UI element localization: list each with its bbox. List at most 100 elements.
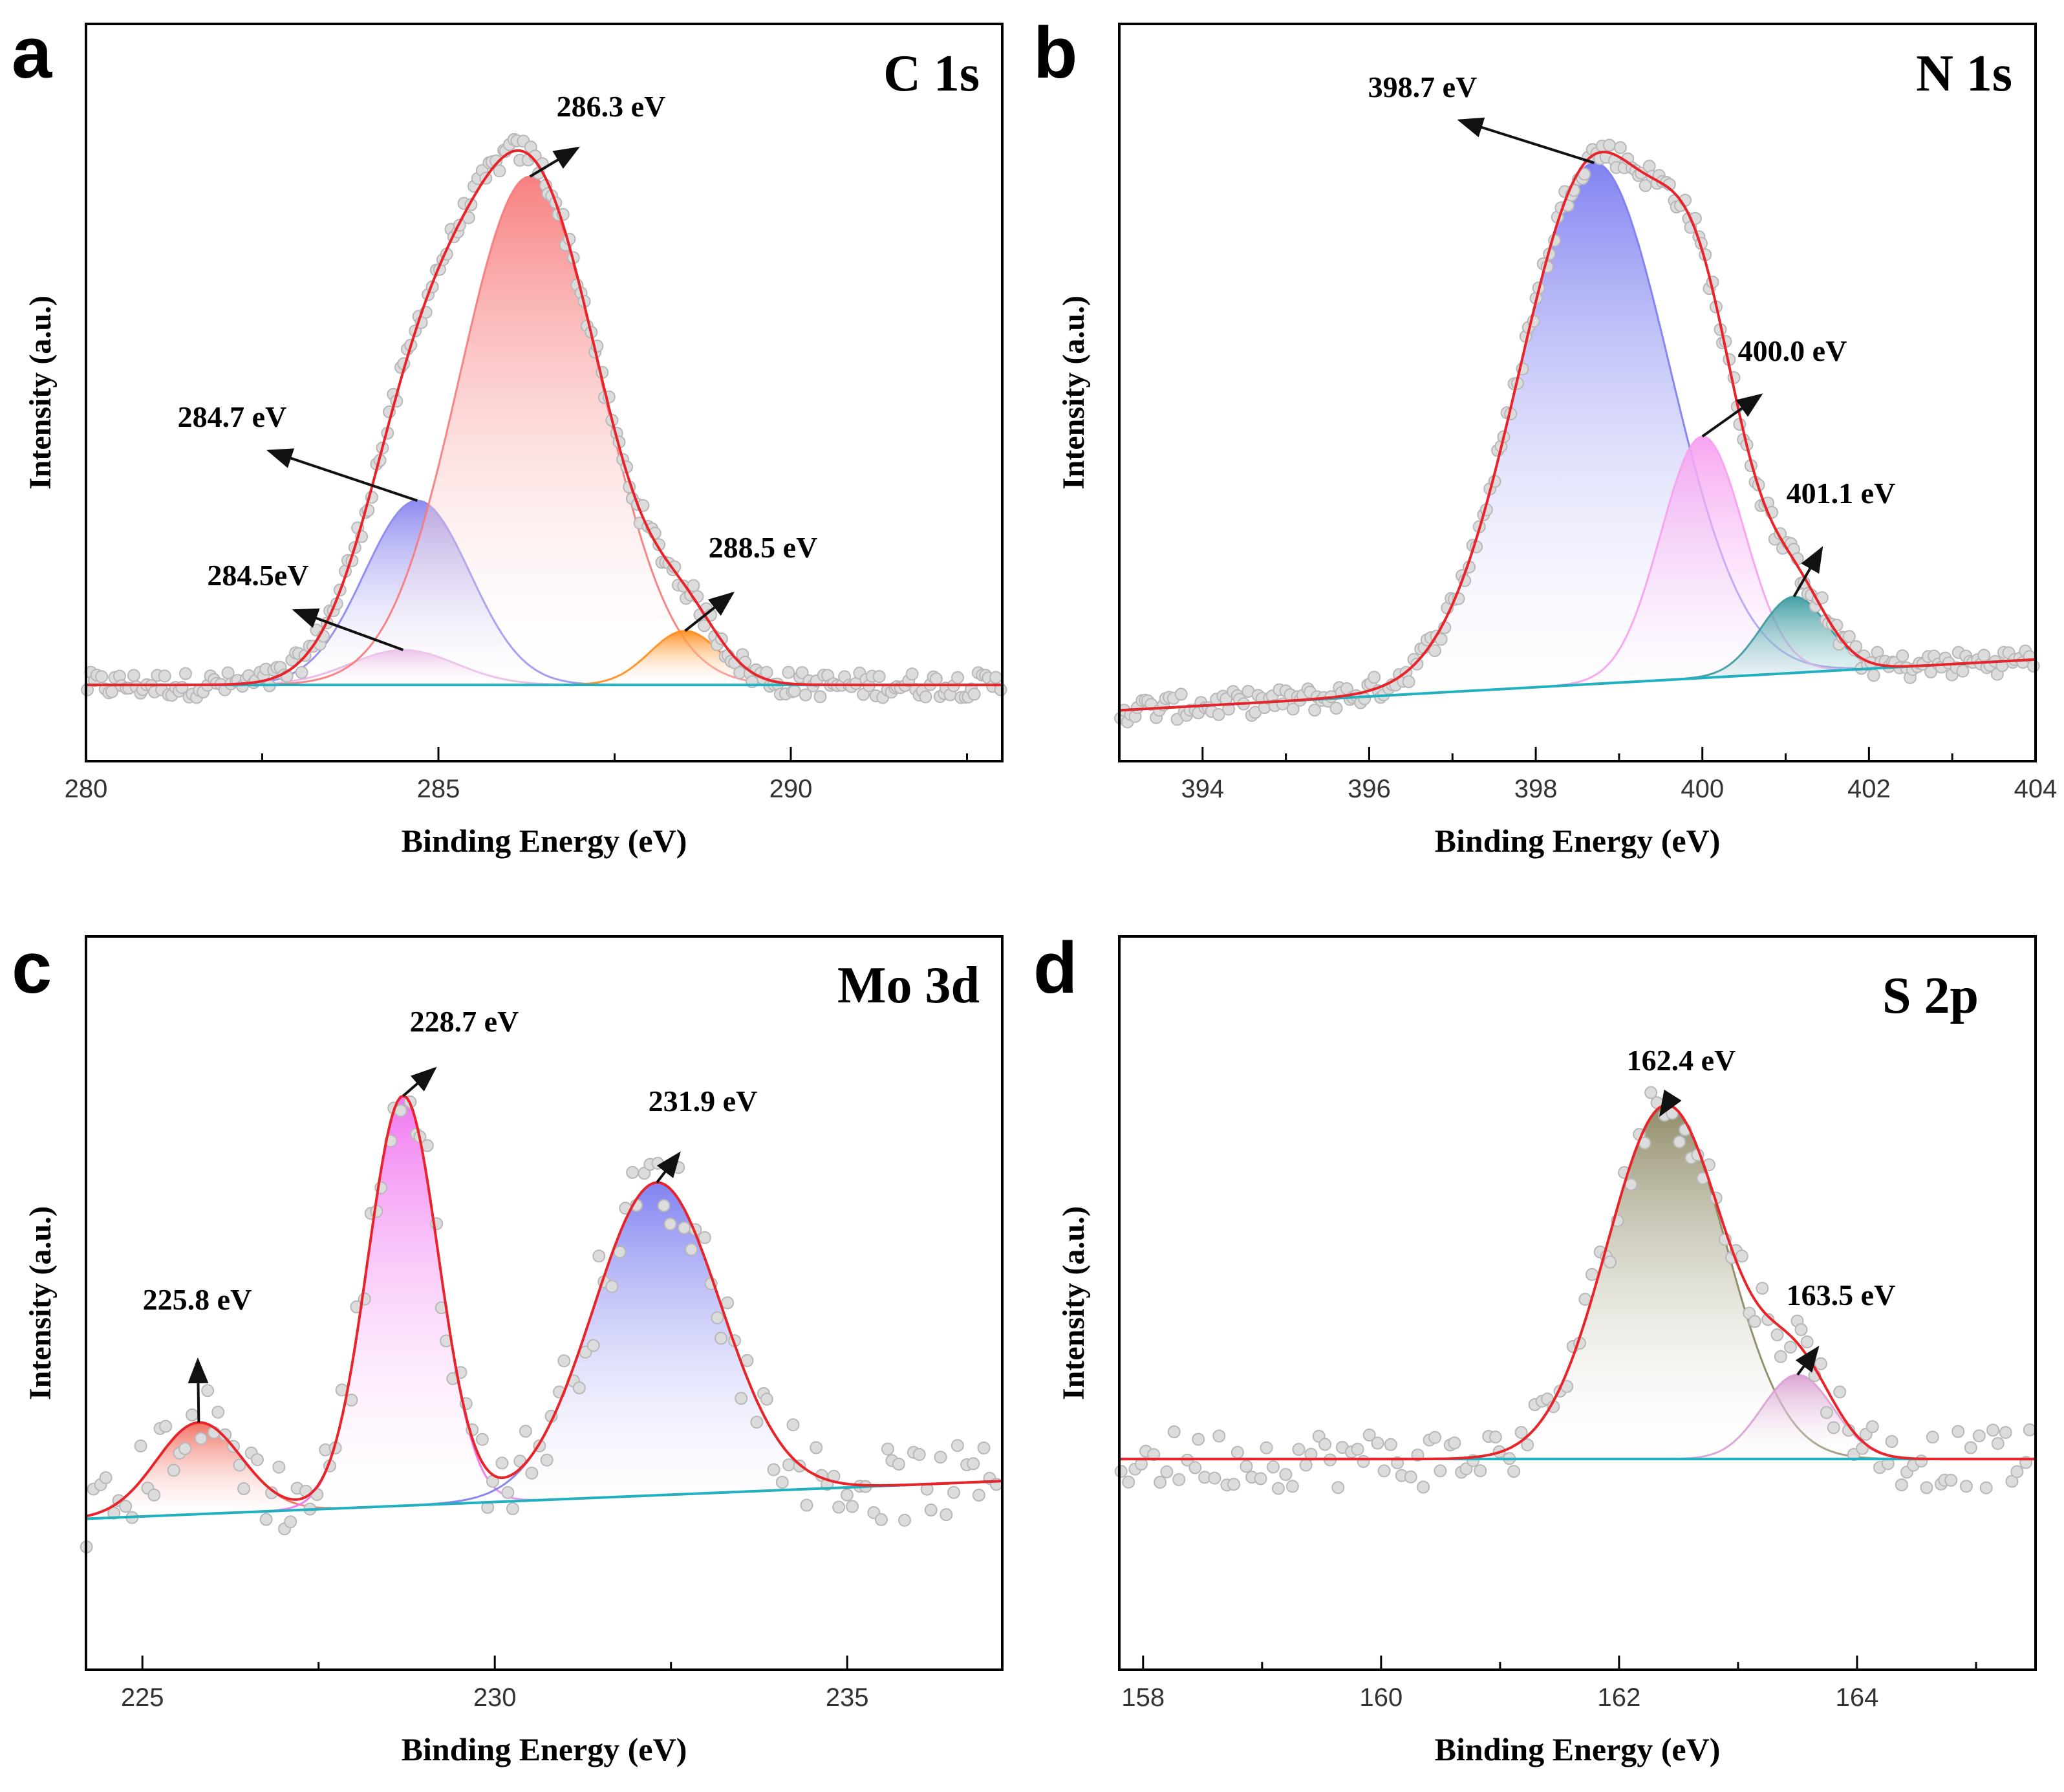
raw-point-d-26 bbox=[1285, 1480, 1299, 1493]
raw-point-c-4 bbox=[107, 1506, 121, 1520]
raw-point-d-60 bbox=[1507, 1465, 1521, 1478]
annotation-arrow-b-1 bbox=[1701, 393, 1763, 438]
raw-point-a-193 bbox=[760, 665, 773, 679]
annotation-d-1: 163.5 eV bbox=[1787, 1279, 1896, 1312]
raw-point-c-132 bbox=[947, 1485, 960, 1499]
raw-point-d-99 bbox=[1761, 1313, 1775, 1326]
raw-point-c-107 bbox=[782, 1458, 795, 1472]
panel-title-d: S 2p bbox=[1882, 967, 1979, 1024]
axes-frame-c bbox=[85, 935, 1004, 1671]
axes-frame-a bbox=[85, 23, 1004, 762]
raw-point-d-15 bbox=[1212, 1429, 1226, 1443]
raw-point-c-136 bbox=[972, 1489, 985, 1502]
raw-point-d-137 bbox=[2010, 1465, 2024, 1478]
annotation-d-0: 162.4 eV bbox=[1627, 1044, 1736, 1077]
raw-point-d-100 bbox=[1770, 1328, 1784, 1341]
peak-d-1-fill bbox=[1119, 1374, 2036, 1460]
xtick-label-b-1: 396 bbox=[1348, 775, 1391, 803]
raw-point-d-132 bbox=[1979, 1481, 1993, 1495]
raw-point-b-214 bbox=[1867, 669, 1880, 682]
raw-point-d-11 bbox=[1188, 1461, 1202, 1474]
raw-point-d-31 bbox=[1318, 1438, 1332, 1451]
raw-point-c-85 bbox=[638, 1167, 651, 1180]
raw-point-d-97 bbox=[1748, 1315, 1761, 1328]
raw-point-a-203 bbox=[795, 666, 809, 680]
raw-point-c-8 bbox=[134, 1439, 147, 1452]
raw-point-c-94 bbox=[698, 1231, 711, 1244]
raw-point-d-0 bbox=[1114, 1465, 1128, 1478]
annotation-arrow-b-2 bbox=[1792, 546, 1823, 598]
raw-point-c-18 bbox=[201, 1384, 215, 1398]
raw-point-d-109 bbox=[1827, 1421, 1840, 1434]
raw-point-c-27 bbox=[259, 1513, 273, 1526]
raw-point-a-208 bbox=[813, 690, 827, 704]
raw-point-d-105 bbox=[1800, 1335, 1814, 1348]
raw-point-b-209 bbox=[1849, 640, 1863, 653]
annotation-arrow-c-0 bbox=[188, 1357, 209, 1423]
raw-point-c-91 bbox=[678, 1221, 691, 1235]
xlabel-a: Binding Energy (eV) bbox=[402, 823, 687, 859]
raw-point-d-41 bbox=[1384, 1438, 1397, 1451]
raw-point-b-207 bbox=[1842, 630, 1856, 643]
xtick-label-a-2: 290 bbox=[769, 775, 813, 803]
raw-point-c-106 bbox=[775, 1476, 789, 1489]
raw-point-c-87 bbox=[651, 1156, 665, 1170]
raw-point-d-102 bbox=[1784, 1341, 1797, 1354]
raw-point-c-125 bbox=[898, 1513, 911, 1527]
xtick-label-c-1: 230 bbox=[473, 1683, 517, 1712]
raw-point-a-4 bbox=[95, 670, 109, 684]
annotation-arrow-a-2 bbox=[529, 146, 580, 178]
raw-point-d-131 bbox=[1972, 1429, 1986, 1443]
peak-c-0-fill bbox=[86, 1422, 1002, 1519]
raw-point-c-17 bbox=[194, 1432, 208, 1445]
xtick-label-b-4: 402 bbox=[1847, 775, 1891, 803]
raw-point-d-135 bbox=[1999, 1426, 2012, 1440]
annotation-arrow-a-1 bbox=[266, 448, 418, 502]
raw-point-d-18 bbox=[1231, 1445, 1244, 1459]
raw-point-c-108 bbox=[786, 1418, 800, 1432]
raw-point-d-9 bbox=[1172, 1473, 1186, 1486]
raw-point-c-98 bbox=[721, 1296, 735, 1310]
raw-point-a-234 bbox=[905, 667, 919, 681]
axes-frame-d bbox=[1118, 935, 2037, 1671]
raw-point-d-95 bbox=[1735, 1249, 1748, 1263]
annotation-a-0: 284.5eV bbox=[207, 559, 308, 592]
raw-point-c-115 bbox=[832, 1500, 846, 1514]
raw-point-d-21 bbox=[1254, 1472, 1267, 1485]
raw-point-c-13 bbox=[167, 1463, 180, 1477]
raw-point-b-84 bbox=[1410, 657, 1424, 671]
panel-title-a: C 1s bbox=[883, 45, 980, 102]
xtick-label-d-3: 164 bbox=[1836, 1683, 1879, 1712]
annotation-arrow-d-1 bbox=[1795, 1345, 1820, 1376]
raw-point-a-204 bbox=[799, 688, 812, 702]
raw-point-b-142 bbox=[1613, 141, 1627, 155]
raw-point-d-107 bbox=[1814, 1357, 1827, 1370]
ylabel-c: Intensity (a.u.) bbox=[23, 1206, 58, 1400]
panel-letter-d: d bbox=[1033, 927, 1077, 1008]
panel-letter-c: c bbox=[12, 927, 52, 1008]
raw-point-d-36 bbox=[1351, 1442, 1364, 1456]
raw-point-d-49 bbox=[1434, 1464, 1447, 1478]
xtick-label-b-2: 398 bbox=[1514, 775, 1558, 803]
raw-point-c-102 bbox=[750, 1416, 764, 1429]
panel-b: 394 396 398 400 402 404 Binding Energy (eV) Int… bbox=[1033, 12, 2057, 859]
xtick-label-d-2: 162 bbox=[1598, 1683, 1641, 1712]
raw-point-c-15 bbox=[178, 1442, 192, 1455]
xtick-label-d-0: 158 bbox=[1121, 1683, 1165, 1712]
raw-point-c-24 bbox=[237, 1482, 250, 1495]
raw-point-c-10 bbox=[147, 1488, 161, 1502]
raw-point-c-124 bbox=[892, 1458, 905, 1471]
raw-point-c-63 bbox=[495, 1456, 509, 1470]
raw-point-b-49 bbox=[1286, 702, 1300, 716]
xtick-label-c-2: 235 bbox=[826, 1683, 869, 1712]
raw-point-c-117 bbox=[846, 1500, 859, 1513]
raw-point-b-89 bbox=[1428, 644, 1441, 658]
raw-point-c-12 bbox=[159, 1420, 173, 1433]
raw-point-c-29 bbox=[272, 1460, 286, 1474]
raw-point-d-55 bbox=[1474, 1464, 1487, 1478]
raw-point-a-201 bbox=[788, 684, 801, 698]
raw-point-d-46 bbox=[1417, 1480, 1430, 1494]
raw-point-d-104 bbox=[1794, 1323, 1808, 1336]
raw-point-d-40 bbox=[1377, 1464, 1391, 1478]
